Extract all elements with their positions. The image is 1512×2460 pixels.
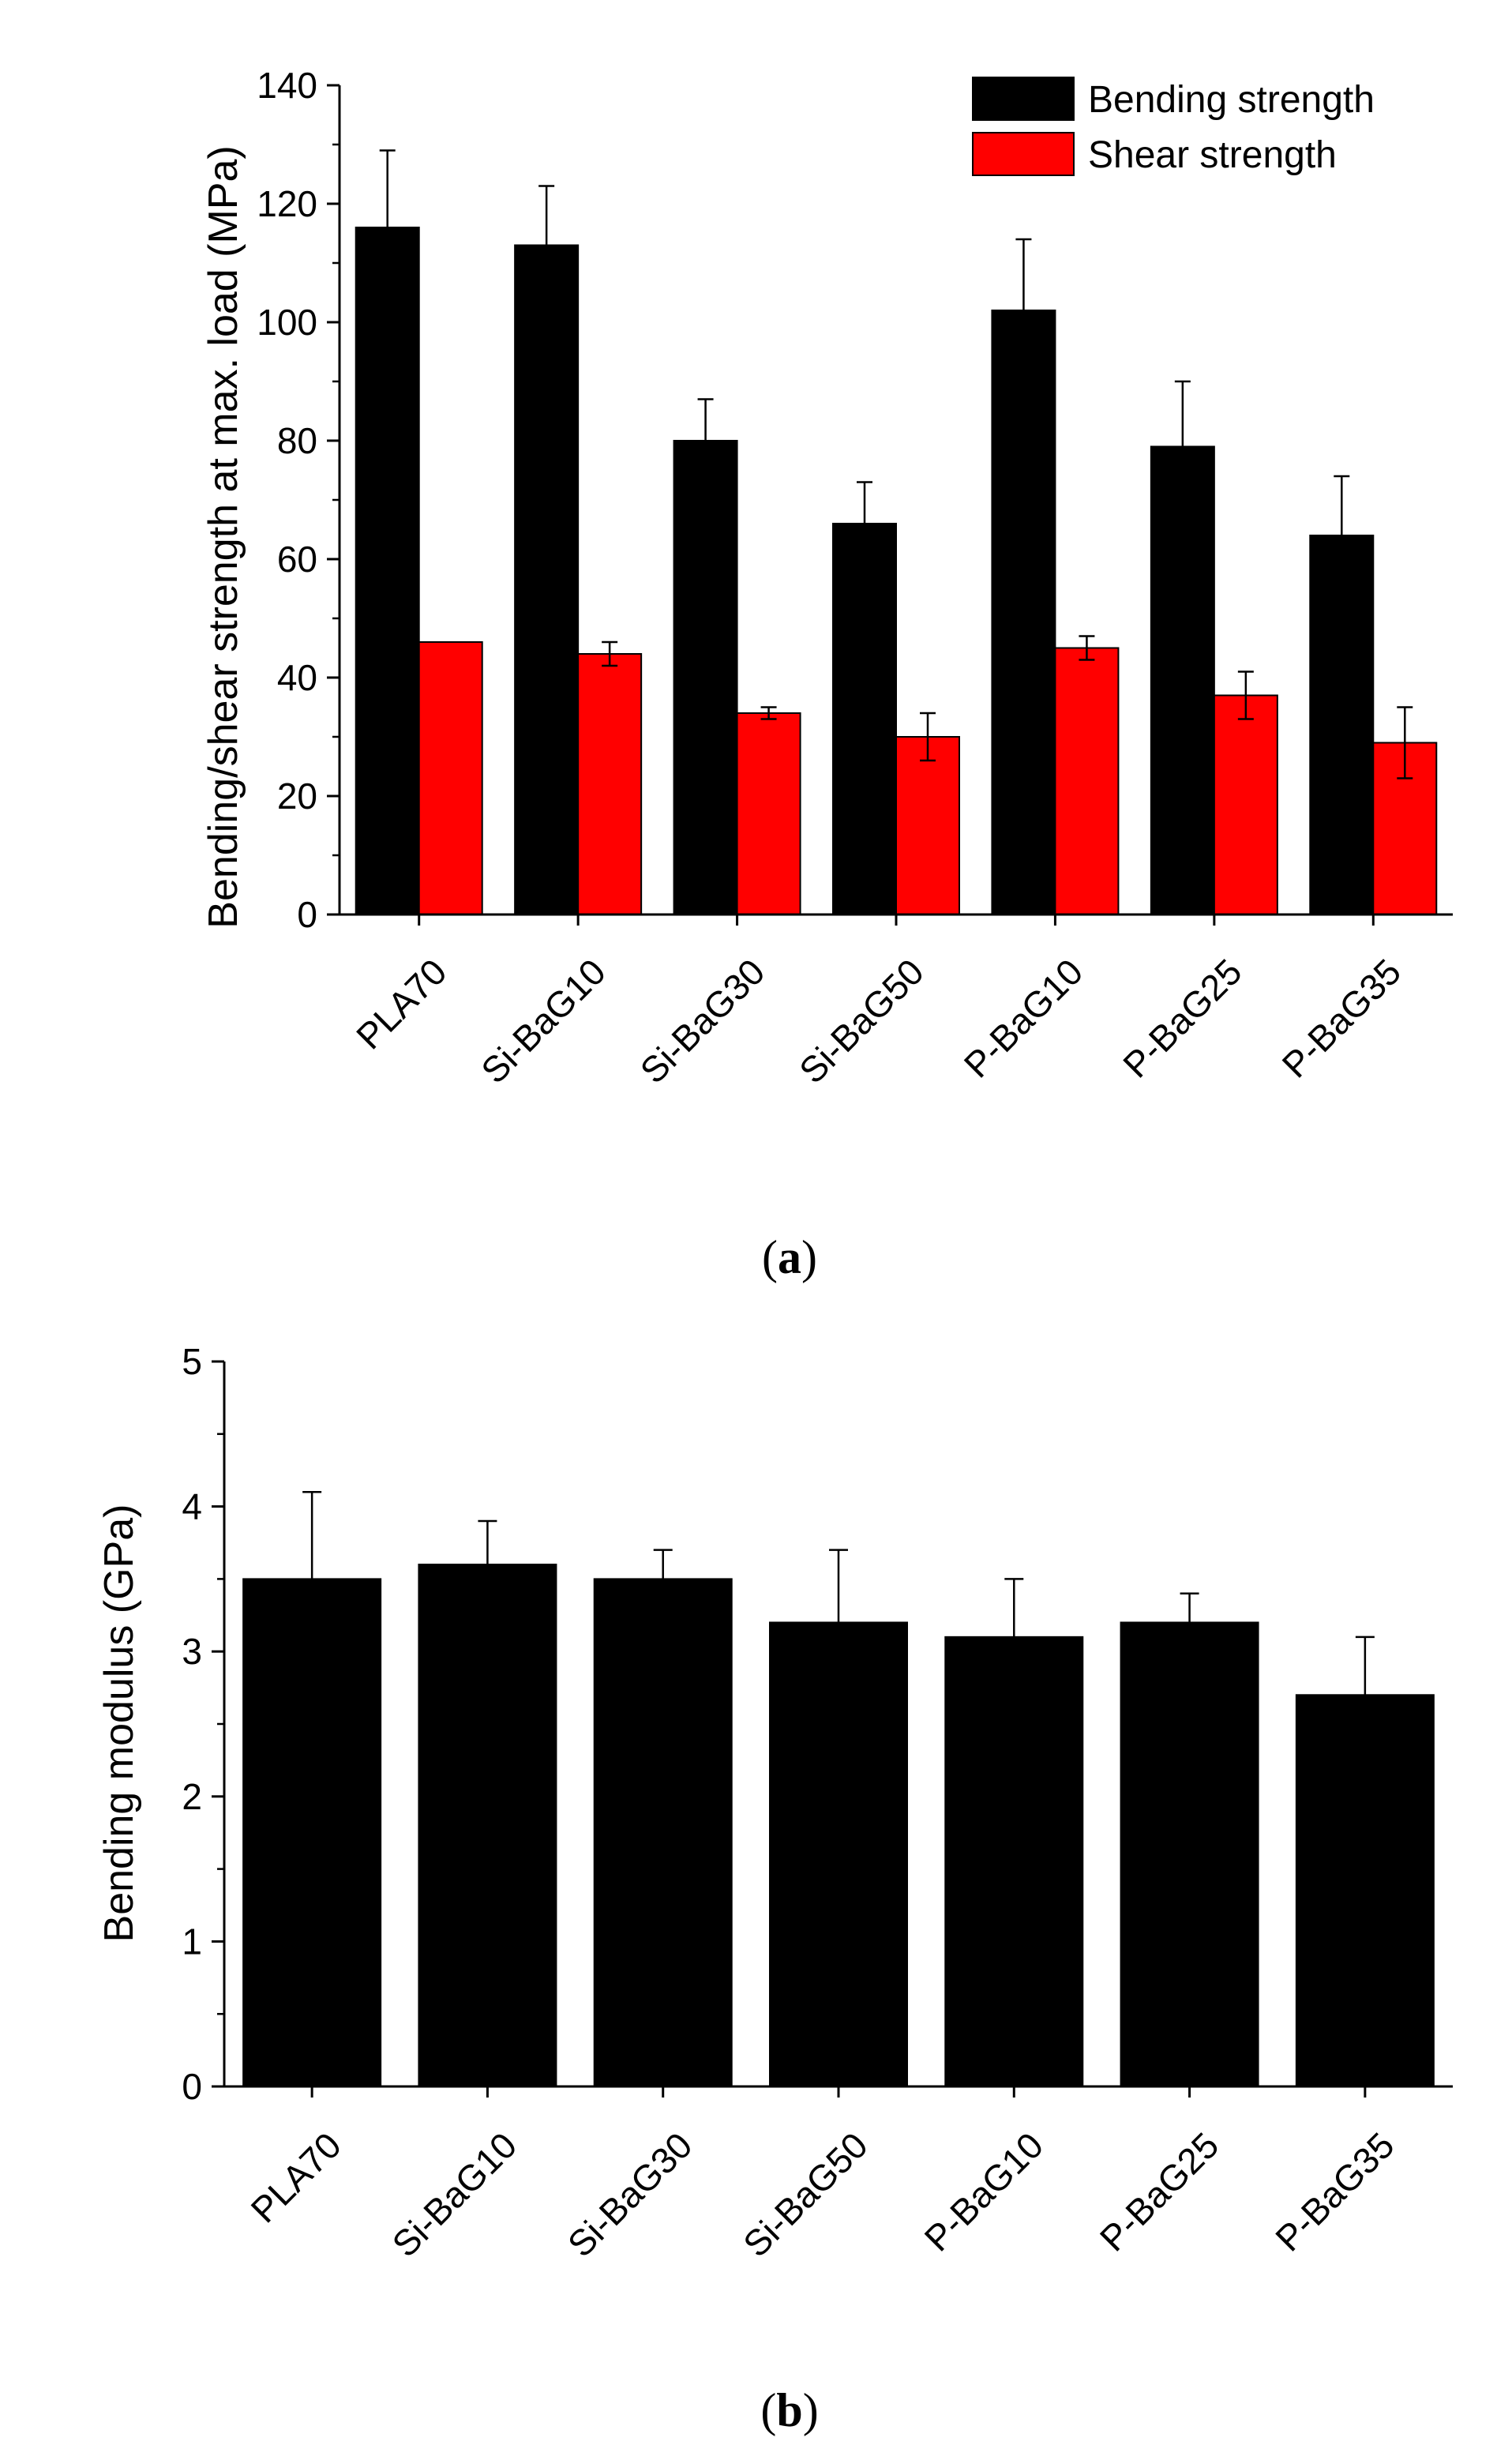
error-bar-shear-strength-p-bag35 <box>1397 706 1413 779</box>
y-tick-label: 0 <box>297 894 317 935</box>
y-tick-label: 20 <box>277 776 317 817</box>
error-bar-bending-modulus-si-bag10 <box>478 1519 497 1609</box>
error-bar-shear-strength-si-bag50 <box>920 712 936 762</box>
error-bars-b <box>302 1490 1375 1754</box>
error-bar-shear-strength-si-bag30 <box>760 706 777 720</box>
bar-shear-strength-p-bag10 <box>1054 647 1120 915</box>
y-tick-label: 100 <box>257 302 317 343</box>
y-ticks-b: 0 1 2 3 4 5 <box>182 1341 224 2107</box>
y-tick-label: 80 <box>277 420 317 461</box>
bar-bending-strength-p-bag25 <box>1150 445 1215 915</box>
error-bar-bending-strength-p-bag25 <box>1174 380 1191 513</box>
panel-label-b: (b) <box>760 2384 818 2436</box>
error-bar-bending-strength-si-bag30 <box>697 398 714 483</box>
error-bar-bending-modulus-si-bag50 <box>829 1549 848 1696</box>
bars-a <box>355 227 1438 915</box>
error-bar-bending-strength-p-bag35 <box>1334 475 1350 596</box>
bar-bending-modulus-p-bag35 <box>1295 1694 1435 2088</box>
bars-b <box>242 1564 1435 2088</box>
legend-label-bending-strength: Bending strength <box>1088 79 1375 121</box>
y-tick-label: 5 <box>182 1341 202 1382</box>
error-bar-bending-modulus-p-bag10 <box>1004 1578 1024 1696</box>
legend-swatch-shear-strength <box>972 132 1075 176</box>
legend-swatch-bending-strength <box>972 77 1075 121</box>
y-tick-label: 2 <box>182 1776 202 1817</box>
y-tick-label: 140 <box>257 65 317 106</box>
y-axis-title-b: Bending modulus (GPa) <box>96 1504 142 1943</box>
error-bar-bending-strength-si-bag10 <box>538 185 555 306</box>
error-bar-shear-strength-p-bag25 <box>1237 670 1254 720</box>
bar-bending-strength-pla70 <box>355 227 420 915</box>
bar-shear-strength-si-bag50 <box>895 736 960 915</box>
y-tick-label: 60 <box>277 539 317 580</box>
y-tick-label: 4 <box>182 1486 202 1527</box>
bar-bending-strength-si-bag10 <box>514 244 580 915</box>
y-ticks-a: 0 20 40 60 80 100 120 140 <box>257 65 340 935</box>
error-bar-bending-strength-p-bag10 <box>1015 238 1032 383</box>
y-axis-title-a: Bending/shear strength at max. load (MPa… <box>201 145 246 928</box>
bar-bending-modulus-si-bag10 <box>418 1564 557 2088</box>
bar-shear-strength-p-bag25 <box>1213 694 1278 915</box>
bar-bending-strength-si-bag30 <box>673 440 738 915</box>
error-bars-a <box>379 149 1413 779</box>
bar-shear-strength-si-bag10 <box>577 653 643 915</box>
bar-bending-modulus-si-bag50 <box>769 1621 908 2087</box>
error-bar-bending-modulus-pla70 <box>302 1490 322 1667</box>
error-bar-bending-modulus-si-bag30 <box>653 1549 673 1609</box>
legend-label-shear-strength: Shear strength <box>1088 134 1337 176</box>
bar-bending-modulus-p-bag10 <box>944 1636 1084 2088</box>
y-tick-label: 120 <box>257 183 317 224</box>
bar-bending-modulus-si-bag30 <box>593 1578 733 2087</box>
error-bar-bending-modulus-p-bag35 <box>1355 1636 1375 1754</box>
bar-bending-strength-p-bag10 <box>991 310 1056 915</box>
error-bar-shear-strength-p-bag10 <box>1079 635 1095 661</box>
y-tick-label: 3 <box>182 1631 202 1672</box>
bar-shear-strength-pla70 <box>418 641 483 915</box>
panel-label-a: (a) <box>762 1231 817 1283</box>
y-tick-label: 40 <box>277 657 317 698</box>
y-tick-label: 0 <box>182 2066 202 2107</box>
error-bar-bending-modulus-p-bag25 <box>1180 1592 1199 1653</box>
error-bar-shear-strength-si-bag10 <box>602 640 618 667</box>
bar-bending-strength-si-bag50 <box>832 523 897 915</box>
bar-bending-modulus-p-bag25 <box>1120 1621 1259 2087</box>
error-bar-bending-strength-si-bag50 <box>857 481 872 566</box>
bar-shear-strength-si-bag30 <box>736 712 801 915</box>
bar-bending-strength-p-bag35 <box>1309 535 1375 915</box>
legend-a: Bending strength Shear strength <box>972 77 1375 176</box>
error-bar-bending-strength-pla70 <box>379 149 396 306</box>
y-tick-label: 1 <box>182 1921 202 1962</box>
